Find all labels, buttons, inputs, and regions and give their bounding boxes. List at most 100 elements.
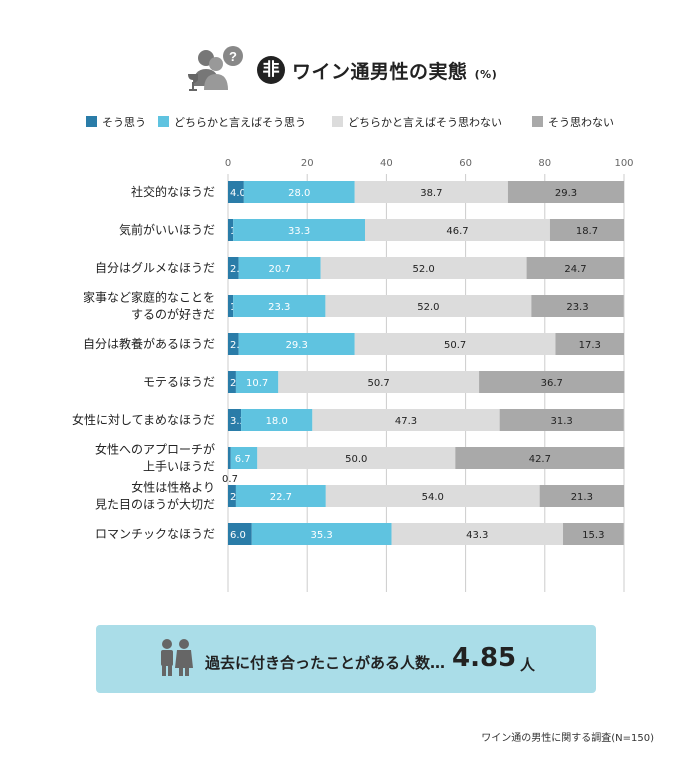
- bar-segment: [233, 219, 366, 241]
- x-tick-label: 80: [538, 158, 551, 169]
- category-label-line: 社交的なほうだ: [131, 184, 215, 199]
- bar-segment: [278, 371, 480, 393]
- bar-segment: [563, 523, 624, 545]
- legend-item: そう思う: [86, 116, 146, 129]
- footnote: ワイン通の男性に関する調査(N=150): [481, 733, 654, 744]
- bar-segment: [235, 371, 279, 393]
- data-label: 52.0: [417, 302, 439, 313]
- category-label: 自分は教養があるほうだ: [83, 336, 215, 351]
- bar-segment: [238, 333, 355, 355]
- data-label: 28.0: [288, 188, 310, 199]
- data-label: 33.3: [288, 226, 310, 237]
- bar-segment: [241, 409, 313, 431]
- bar-segment: [228, 447, 231, 469]
- bar-segment: [526, 257, 625, 279]
- category-label: ロマンチックなほうだ: [95, 527, 215, 541]
- category-label-line: モテるほうだ: [143, 375, 215, 389]
- bar-segment: [228, 295, 234, 317]
- legend-item: どちらかと言えばそう思わない: [332, 116, 502, 129]
- data-label: 50.7: [368, 378, 390, 389]
- bar-segment: [228, 485, 236, 507]
- data-label: 47.3: [395, 416, 417, 427]
- bar-segment: [228, 219, 234, 241]
- data-label: 46.7: [446, 226, 468, 237]
- bar-segment: [228, 409, 242, 431]
- summary-label: 過去に付き合ったことがある人数…: [205, 654, 446, 672]
- category-label: 気前がいいほうだ: [119, 222, 215, 237]
- category-label-line: 女性に対してまめなほうだ: [72, 412, 215, 427]
- category-label-line: 女性へのアプローチが: [95, 442, 215, 457]
- legend-item: そう思わない: [532, 116, 614, 129]
- bar-segment: [228, 523, 252, 545]
- bar-segment: [365, 219, 550, 241]
- data-label: 2.7: [230, 340, 246, 351]
- data-label: 2.7: [230, 264, 246, 275]
- chart-title-unit: (%): [474, 68, 498, 81]
- data-label: 24.7: [564, 264, 586, 275]
- bar-segment: [507, 181, 624, 203]
- category-label-line: するのが好きだ: [131, 307, 215, 322]
- x-tick-label: 20: [301, 158, 314, 169]
- data-label: 29.3: [555, 188, 577, 199]
- bar-segment: [243, 181, 355, 203]
- data-label: 36.7: [541, 378, 563, 389]
- data-label: 6.7: [235, 454, 251, 465]
- x-tick-label: 0: [225, 158, 231, 169]
- bar-segment: [228, 333, 239, 355]
- couple-icon: [161, 639, 193, 676]
- bar-segment: [312, 409, 500, 431]
- data-label: 20.7: [269, 264, 291, 275]
- bar-segment: [555, 333, 624, 355]
- bar-segment: [539, 485, 624, 507]
- legend-swatch: [332, 116, 343, 127]
- summary-unit: 人: [520, 656, 536, 674]
- data-label: 38.7: [420, 188, 442, 199]
- category-label: 女性に対してまめなほうだ: [72, 412, 215, 427]
- bar-segment: [228, 371, 236, 393]
- data-label: 6.0: [230, 530, 246, 541]
- category-label-line: 自分はグルメなほうだ: [95, 261, 215, 275]
- bar-segment: [320, 257, 527, 279]
- bar-segment: [354, 181, 508, 203]
- bar-segment: [230, 447, 258, 469]
- bar-segment: [499, 409, 624, 431]
- bar-segment: [479, 371, 625, 393]
- data-label: 54.0: [422, 492, 444, 503]
- data-label: 4.0: [230, 188, 246, 199]
- data-label: 21.3: [571, 492, 593, 503]
- legend-swatch: [532, 116, 543, 127]
- bar-segment: [354, 333, 556, 355]
- bar-segment: [251, 523, 392, 545]
- data-label: 43.3: [466, 530, 488, 541]
- data-label: 17.3: [579, 340, 601, 351]
- bar-segment: [228, 257, 239, 279]
- category-label: 家事など家庭的なことをするのが好きだ: [83, 290, 215, 322]
- legend-label: どちらかと言えばそう思わない: [348, 116, 502, 129]
- chart-header: ? 非 ワイン通男性の実態 (%): [0, 44, 690, 94]
- category-label-line: 上手いほうだ: [143, 460, 215, 474]
- legend-swatch: [86, 116, 97, 127]
- legend-label: そう思わない: [548, 116, 614, 129]
- category-label-line: 家事など家庭的なことを: [83, 290, 215, 305]
- x-tick-label: 40: [380, 158, 393, 169]
- bar-segment: [391, 523, 564, 545]
- bar-segment: [233, 295, 326, 317]
- chart-title-text: ワイン通男性の実態: [292, 61, 468, 83]
- legend-label: そう思う: [102, 116, 146, 129]
- data-label: 50.7: [444, 340, 466, 351]
- x-tick-label: 60: [459, 158, 472, 169]
- bar-segment: [238, 257, 321, 279]
- legend-item: どちらかと言えばそう思う: [158, 116, 306, 129]
- category-label: モテるほうだ: [143, 375, 215, 389]
- data-label: 10.7: [246, 378, 268, 389]
- x-tick-label: 100: [614, 158, 633, 169]
- bar-segment: [257, 447, 456, 469]
- data-label: 22.7: [270, 492, 292, 503]
- chart-title: ワイン通男性の実態 (%): [292, 57, 497, 84]
- data-label: 0.7: [222, 474, 238, 485]
- bar-segment: [531, 295, 624, 317]
- bar-segment: [325, 295, 532, 317]
- bar-segment: [325, 485, 540, 507]
- data-label: 23.3: [268, 302, 290, 313]
